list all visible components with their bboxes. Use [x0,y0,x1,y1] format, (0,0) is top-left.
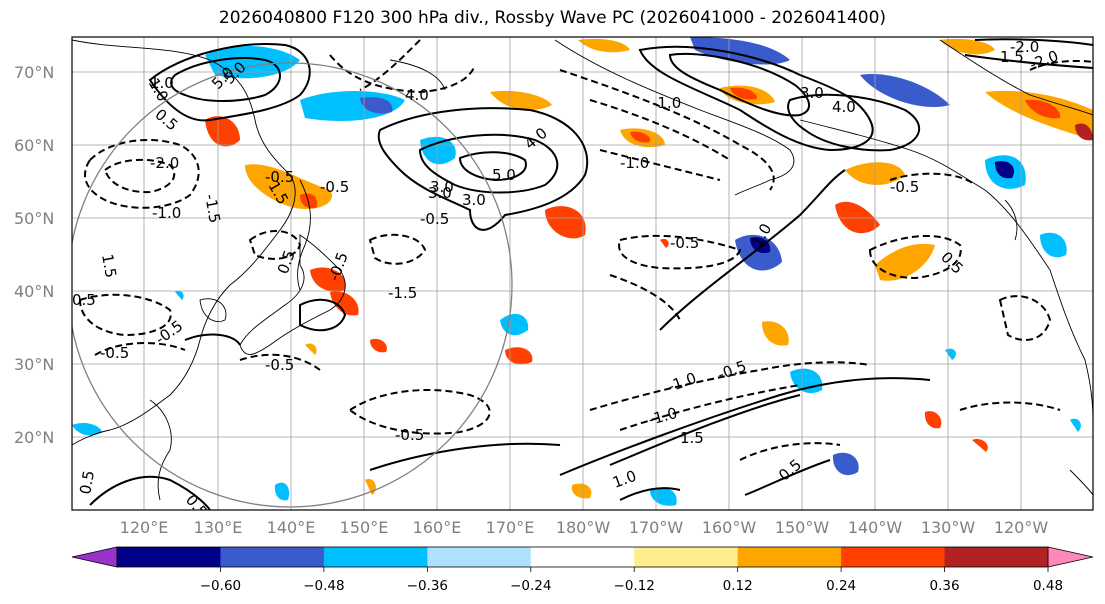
lat-label: 60°N [14,136,54,155]
contour-label: -1.5 [201,193,224,225]
negative-contours [78,39,1093,461]
map-plot-area: -2.0 -1.5 -1.0 -0.5 0.5 1.0 1.5 3.0 4.0 … [72,37,1093,510]
colorbar-segment [737,547,842,567]
colorbar-tick-label: −0.24 [510,578,551,594]
lon-label: 140°W [848,518,903,537]
contour-label: -1.0 [152,204,181,222]
contour-label: -0.5 [265,168,294,186]
colorbar-segment [323,547,428,567]
contour-label: -0.5 [420,210,449,228]
colorbar-segment [841,547,946,567]
colorbar-ticks: −0.60 −0.48 −0.36 −0.24 −0.12 0.12 0.24 0.36 0.4… [200,567,1063,594]
contour-label: -0.5 [890,178,919,196]
negative-divergence-shading [72,37,1081,506]
contour-label: -2.0 [1010,38,1039,56]
colorbar-segment [427,547,532,567]
colorbar-segments [117,547,1049,567]
contour-label: 3.0 [430,178,454,196]
contour-label: 1.5 [98,253,120,280]
positive-contours [89,38,1093,510]
colorbar-outline [116,546,1049,568]
contour-label: 4.0 [405,86,429,104]
map-title: 2026040800 F120 300 hPa div., Rossby Wav… [218,8,887,28]
colorbar-tick-label: 0.48 [1033,578,1063,594]
contour-label: 3.0 [462,191,486,209]
longitude-axis: 120°E 130°E 140°E 150°E 160°E 170°E 180°… [120,518,1049,537]
colorbar: −0.60 −0.48 −0.36 −0.24 −0.12 0.12 0.24 0.36 0.4… [71,546,1094,594]
coastlines [72,39,1093,501]
colorbar-tick-label: 0.24 [826,578,856,594]
lon-label: 140°E [267,518,316,537]
contour-label: 0.5 [76,469,98,496]
contour-label: 0.5 [72,291,96,309]
colorbar-segment [634,547,739,567]
colorbar-segment [117,547,221,567]
lat-label: 20°N [14,428,54,447]
contour-label: 5.0 [492,166,516,184]
colorbar-low-extension [71,546,118,568]
lon-label: 120°W [994,518,1049,537]
colorbar-segment [944,547,1049,567]
colorbar-tick-label: −0.36 [407,578,448,594]
contour-label: 1.5 [1000,48,1024,66]
map-frame [71,36,1094,511]
latitude-axis: 70°N 60°N 50°N 40°N 30°N 20°N [14,63,54,447]
colorbar-tick-label: 0.36 [930,578,960,594]
lon-label: 180°W [556,518,611,537]
contour-label: -0.5 [670,234,699,252]
colorbar-segment [220,547,325,567]
lon-label: 150°E [340,518,389,537]
lat-label: 40°N [14,282,54,301]
contour-label: -1.0 [652,94,681,112]
lon-label: 170°E [486,518,535,537]
contour-label: -1.0 [620,154,649,172]
lon-label: 130°E [194,518,243,537]
lon-label: 130°W [921,518,976,537]
lat-label: 50°N [14,209,54,228]
colorbar-high-extension [1047,546,1094,568]
colorbar-tick-label: 0.12 [723,578,753,594]
colorbar-tick-label: −0.48 [303,578,344,594]
contour-label: 3.0 [800,84,824,102]
lat-label: 30°N [14,355,54,374]
lon-label: 160°E [413,518,462,537]
contour-label: 3.0 [428,184,452,202]
graticule [72,37,1093,510]
contour-label: -0.5 [265,356,294,374]
contour-labels: -2.0 -1.5 -1.0 -0.5 0.5 1.0 1.5 3.0 4.0 … [72,38,1061,510]
lon-label: 160°W [702,518,757,537]
contour-label: 1.5 [680,429,704,447]
contour-label: 1.0 [150,74,174,92]
contour-label: -0.5 [320,178,349,196]
range-circle [72,62,513,508]
lon-label: 170°W [629,518,684,537]
lat-label: 70°N [14,63,54,82]
lon-label: 120°E [120,518,169,537]
colorbar-tick-label: −0.60 [200,578,241,594]
contour-label: -0.5 [395,426,424,444]
contour-label: -1.5 [388,284,417,302]
colorbar-segment [530,547,635,567]
contour-label: 4.0 [832,98,856,116]
contour-label: -2.0 [150,154,179,172]
colorbar-tick-label: −0.12 [614,578,655,594]
contour-label: -0.5 [100,344,129,362]
lon-label: 150°W [775,518,830,537]
